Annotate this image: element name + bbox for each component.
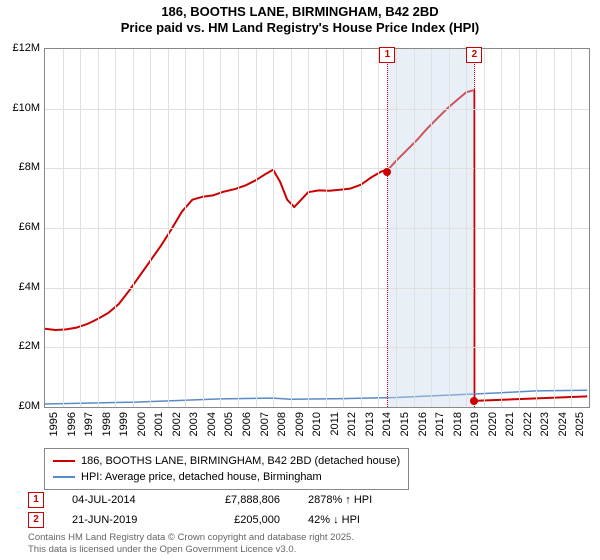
sale-row-2: 2 21-JUN-2019 £205,000 42% ↓ HPI: [28, 510, 418, 530]
footer-line-1: Contains HM Land Registry data © Crown c…: [28, 532, 354, 544]
xtick-label: 2018: [452, 412, 464, 436]
gridline-h: [45, 228, 589, 229]
ytick-label: £12M: [0, 42, 40, 54]
xtick-label: 2012: [346, 412, 358, 436]
legend-label-1: 186, BOOTHS LANE, BIRMINGHAM, B42 2BD (d…: [81, 455, 400, 467]
xtick-label: 1999: [118, 412, 130, 436]
sale-point: [470, 397, 478, 405]
xtick-label: 2021: [504, 412, 516, 436]
xtick-label: 2008: [276, 412, 288, 436]
ytick-label: £2M: [0, 340, 40, 352]
ytick-label: £10M: [0, 102, 40, 114]
xtick-label: 2013: [364, 412, 376, 436]
sale-date-1: 04-JUL-2014: [72, 494, 162, 506]
ytick-label: £4M: [0, 281, 40, 293]
chart-title: 186, BOOTHS LANE, BIRMINGHAM, B42 2BD Pr…: [0, 0, 600, 37]
xtick-label: 2024: [557, 412, 569, 436]
marker-badge: 2: [466, 47, 482, 63]
xtick-label: 1997: [83, 412, 95, 436]
xtick-label: 1995: [48, 412, 60, 436]
ytick-label: £8M: [0, 161, 40, 173]
footer-line-2: This data is licensed under the Open Gov…: [28, 544, 354, 556]
xtick-label: 2009: [294, 412, 306, 436]
xtick-label: 2011: [329, 412, 341, 436]
xtick-label: 2005: [223, 412, 235, 436]
gridline-h: [45, 288, 589, 289]
marker-badge: 1: [379, 47, 395, 63]
xtick-label: 2016: [417, 412, 429, 436]
xtick-label: 2023: [539, 412, 551, 436]
marker-line: [474, 49, 475, 407]
legend-row-2: HPI: Average price, detached house, Birm…: [53, 469, 400, 485]
xtick-label: 2020: [487, 412, 499, 436]
footer: Contains HM Land Registry data © Crown c…: [28, 532, 354, 556]
ytick-label: £0M: [0, 400, 40, 412]
marker-line: [387, 49, 388, 407]
sale-price-1: £7,888,806: [190, 494, 280, 506]
xtick-label: 2019: [469, 412, 481, 436]
sale-pct-1: 2878% ↑ HPI: [308, 494, 418, 506]
xtick-label: 2017: [434, 412, 446, 436]
xtick-label: 2001: [153, 412, 165, 436]
gridline-h: [45, 347, 589, 348]
sale-price-2: £205,000: [190, 514, 280, 526]
xtick-label: 2004: [206, 412, 218, 436]
gridline-h: [45, 168, 589, 169]
xtick-label: 1996: [66, 412, 78, 436]
title-line-2: Price paid vs. HM Land Registry's House …: [0, 20, 600, 36]
sale-badge-2: 2: [28, 512, 44, 528]
plot-area: 12: [44, 48, 590, 408]
xtick-label: 2002: [171, 412, 183, 436]
xtick-label: 2014: [381, 412, 393, 436]
sale-point: [383, 168, 391, 176]
legend-swatch-1: [53, 460, 75, 462]
sale-date-2: 21-JUN-2019: [72, 514, 162, 526]
legend-label-2: HPI: Average price, detached house, Birm…: [81, 471, 322, 483]
ytick-label: £6M: [0, 221, 40, 233]
series-hpi: [45, 390, 587, 404]
xtick-label: 2000: [136, 412, 148, 436]
xtick-label: 2010: [311, 412, 323, 436]
sale-pct-2: 42% ↓ HPI: [308, 514, 418, 526]
title-line-1: 186, BOOTHS LANE, BIRMINGHAM, B42 2BD: [0, 4, 600, 20]
xtick-label: 1998: [101, 412, 113, 436]
xtick-label: 2006: [241, 412, 253, 436]
legend-row-1: 186, BOOTHS LANE, BIRMINGHAM, B42 2BD (d…: [53, 453, 400, 469]
xtick-label: 2022: [522, 412, 534, 436]
xtick-label: 2007: [259, 412, 271, 436]
xtick-label: 2015: [399, 412, 411, 436]
chart-container: 186, BOOTHS LANE, BIRMINGHAM, B42 2BD Pr…: [0, 0, 600, 560]
legend-swatch-2: [53, 476, 75, 478]
sale-row-1: 1 04-JUL-2014 £7,888,806 2878% ↑ HPI: [28, 490, 418, 510]
xtick-label: 2003: [188, 412, 200, 436]
series-price_paid: [45, 90, 587, 401]
xtick-label: 2025: [574, 412, 586, 436]
sales-table: 1 04-JUL-2014 £7,888,806 2878% ↑ HPI 2 2…: [28, 490, 418, 530]
legend: 186, BOOTHS LANE, BIRMINGHAM, B42 2BD (d…: [44, 448, 409, 490]
sale-badge-1: 1: [28, 492, 44, 508]
gridline-h: [45, 109, 589, 110]
